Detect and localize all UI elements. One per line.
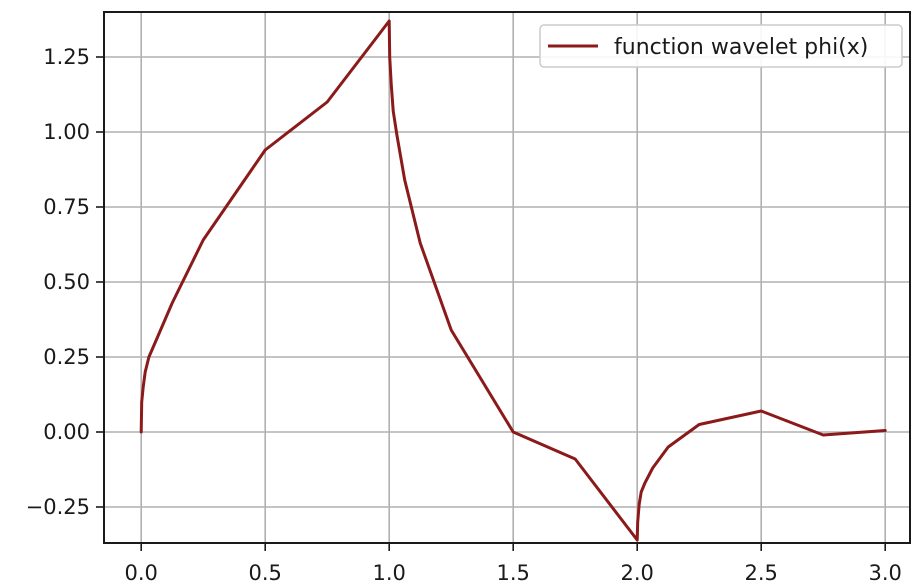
y-tick-label: 1.25 [43,45,90,69]
y-tick-label: 0.50 [43,270,90,294]
y-tick-label: −0.25 [26,495,90,519]
y-tick-label: 0.75 [43,195,90,219]
y-tick-label: 0.00 [43,420,90,444]
legend: function wavelet phi(x) [539,24,903,68]
x-tick-label: 2.0 [620,561,653,585]
x-tick-label: 3.0 [868,561,901,585]
x-tick-label: 1.5 [496,561,529,585]
x-tick-label: 0.0 [124,561,157,585]
y-tick-label: 1.00 [43,120,90,144]
plot-background [104,12,910,543]
axis-ticks: 0.0 0.5 1.0 1.5 2.0 2.5 3.0 −0.25 0.00 0.25 0.50 0.… [26,45,902,585]
x-tick-label: 1.0 [372,561,405,585]
x-tick-label: 2.5 [744,561,777,585]
legend-box [539,24,903,68]
series-layer [139,19,887,542]
legend-label: function wavelet phi(x) [614,35,868,60]
plot-frame [103,11,911,544]
series-line [139,19,887,542]
x-tick-label: 0.5 [248,561,281,585]
y-tick-label: 0.25 [43,345,90,369]
